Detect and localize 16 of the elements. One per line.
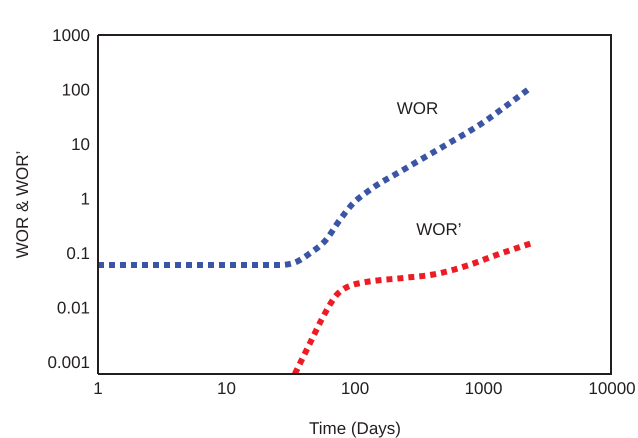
y-tick-label: 100 — [62, 80, 90, 100]
y-tick-label: 0.1 — [66, 244, 90, 263]
y-tick-label: 1 — [80, 189, 90, 208]
x-tick-label: 100 — [340, 379, 370, 398]
y-tick-label: 1000 — [52, 26, 90, 46]
x-tick-label: 1000 — [464, 379, 502, 398]
y-tick-label: 10 — [71, 135, 90, 154]
x-tick-label: 1 — [93, 379, 103, 398]
x-axis-title: Time (Days) — [309, 419, 401, 438]
x-tick-label: 10 — [217, 379, 236, 398]
series-label: WOR — [396, 98, 438, 118]
y-tick-label: 0.001 — [47, 352, 90, 372]
y-tick-label: 0.01 — [56, 298, 90, 318]
series-label: WOR’ — [416, 220, 462, 240]
x-tick-label: 10000 — [588, 379, 636, 398]
y-axis-title: WOR & WOR’ — [13, 150, 32, 258]
